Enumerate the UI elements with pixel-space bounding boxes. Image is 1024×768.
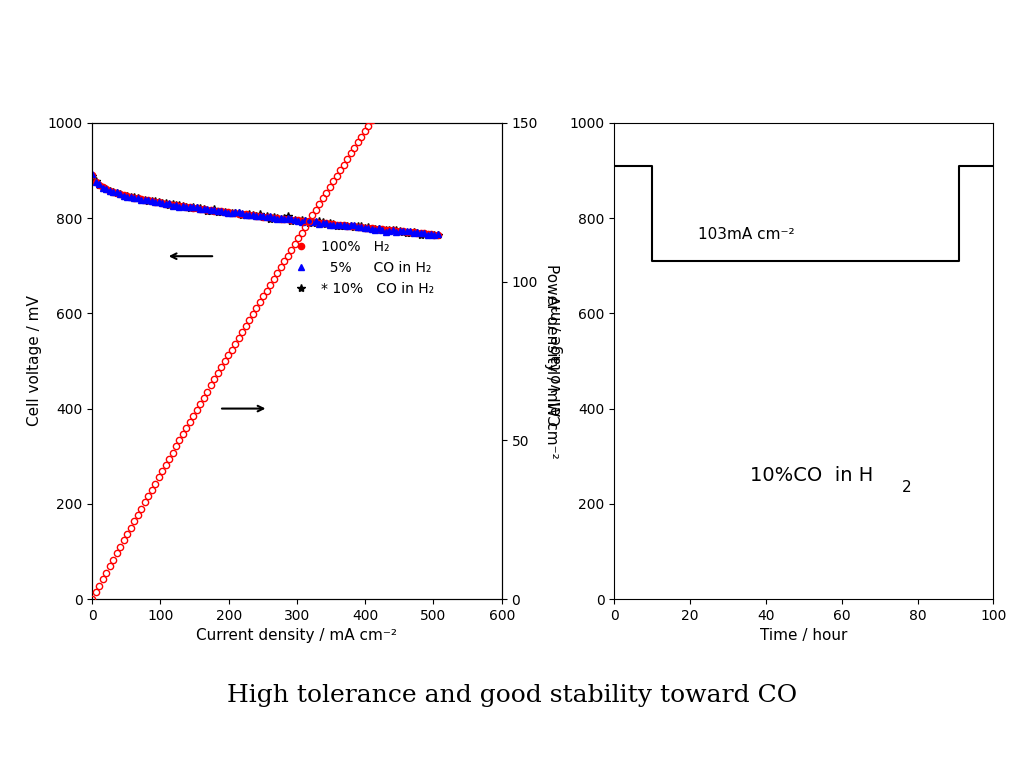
X-axis label: Time / hour: Time / hour	[760, 628, 848, 644]
100%   H₂	[432, 230, 444, 240]
  5%     CO in H₂	[86, 170, 98, 179]
Line: 100%   H₂: 100% H₂	[89, 172, 441, 238]
Text: 103mA cm⁻²: 103mA cm⁻²	[697, 227, 795, 242]
100%   H₂	[264, 213, 276, 222]
Line:   5%     CO in H₂: 5% CO in H₂	[89, 171, 441, 238]
  5%     CO in H₂	[264, 211, 276, 220]
* 10%   CO in H₂	[153, 197, 165, 207]
  5%     CO in H₂	[166, 201, 178, 210]
* 10%   CO in H₂	[166, 200, 178, 209]
  5%     CO in H₂	[421, 230, 433, 239]
Text: High tolerance and good stability toward CO: High tolerance and good stability toward…	[227, 684, 797, 707]
* 10%   CO in H₂	[86, 171, 98, 180]
Y-axis label: Cell voltage / mV: Cell voltage / mV	[549, 296, 564, 426]
Text: 10%CO  in H: 10%CO in H	[750, 465, 873, 485]
100%   H₂	[166, 200, 178, 209]
100%   H₂	[403, 227, 416, 237]
X-axis label: Current density / mA cm⁻²: Current density / mA cm⁻²	[197, 628, 397, 644]
  5%     CO in H₂	[415, 228, 427, 237]
Legend: 100%   H₂,   5%     CO in H₂, * 10%   CO in H₂: 100% H₂, 5% CO in H₂, * 10% CO in H₂	[288, 234, 439, 302]
100%   H₂	[415, 229, 427, 238]
100%   H₂	[153, 197, 165, 207]
100%   H₂	[86, 170, 98, 180]
* 10%   CO in H₂	[264, 214, 276, 223]
  5%     CO in H₂	[432, 230, 444, 239]
100%   H₂	[292, 216, 304, 225]
  5%     CO in H₂	[292, 216, 304, 225]
Y-axis label: Power density / mW cm⁻²: Power density / mW cm⁻²	[544, 263, 559, 458]
* 10%   CO in H₂	[432, 230, 444, 240]
  5%     CO in H₂	[153, 197, 165, 207]
* 10%   CO in H₂	[415, 230, 427, 239]
Text: 2: 2	[902, 480, 912, 495]
  5%     CO in H₂	[403, 227, 416, 236]
Y-axis label: Cell voltage / mV: Cell voltage / mV	[27, 296, 42, 426]
Line: * 10%   CO in H₂: * 10% CO in H₂	[88, 171, 442, 240]
Text: CO tolerance on fuel cell performance: CO tolerance on fuel cell performance	[15, 38, 610, 65]
* 10%   CO in H₂	[403, 228, 416, 237]
* 10%   CO in H₂	[292, 216, 304, 225]
